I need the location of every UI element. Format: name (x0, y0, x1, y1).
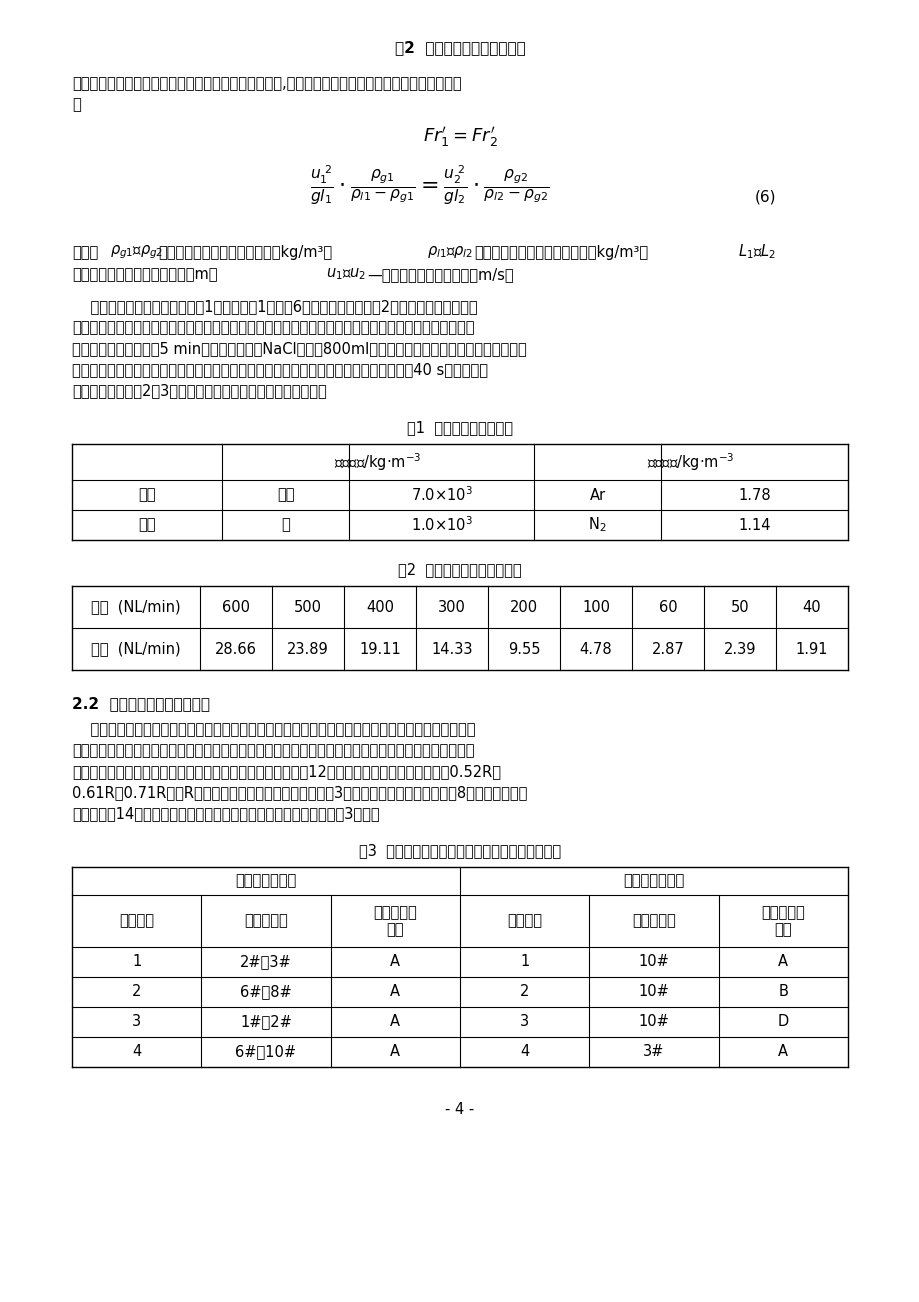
Text: - 4 -: - 4 - (445, 1101, 474, 1117)
Text: 的测定，是采用两个探头固定在钢包内壁上不同高度。每个透气砖的底吹流量分别采用流量计控制。测定: 的测定，是采用两个探头固定在钢包内壁上不同高度。每个透气砖的底吹流量分别采用流量… (72, 320, 474, 335)
Text: 10#: 10# (638, 984, 669, 1000)
Text: 钢水: 钢水 (277, 487, 294, 503)
Text: B: B (777, 984, 788, 1000)
Text: 3: 3 (519, 1014, 528, 1030)
Text: 600: 600 (221, 599, 250, 615)
Text: $L_1$、$L_2$: $L_1$、$L_2$ (737, 242, 775, 262)
Text: 引起钢包内流体流动的动力主要是底吹气体上升时浮力,因此采用修正弗鲁德准数作为主要相似准数。: 引起钢包内流体流动的动力主要是底吹气体上升时浮力,因此采用修正弗鲁德准数作为主要… (72, 76, 461, 91)
Text: 100: 100 (582, 599, 609, 615)
Text: 3: 3 (132, 1014, 142, 1030)
Text: 原型: 原型 (138, 487, 155, 503)
Text: $\frac{u_1^{\ 2}}{gl_1} \cdot \frac{\rho_{g1}}{\rho_{l1}-\rho_{g1}} = \frac{u_2^: $\frac{u_1^{\ 2}}{gl_1} \cdot \frac{\rho… (310, 163, 549, 207)
Text: 钢包双底透气砖: 钢包双底透气砖 (235, 874, 296, 888)
Text: 3#: 3# (642, 1044, 664, 1060)
Text: 合优化实验14组。透气砖在包底不同组合方案和示踪剂加入位置如表3所示。: 合优化实验14组。透气砖在包底不同组合方案和示踪剂加入位置如表3所示。 (72, 806, 380, 822)
Text: 4.78: 4.78 (579, 642, 612, 656)
Text: 6#、10#: 6#、10# (235, 1044, 296, 1060)
Text: 50: 50 (730, 599, 748, 615)
Text: A: A (777, 954, 788, 970)
Text: 表2  原型与模型底吹气体流量: 表2 原型与模型底吹气体流量 (398, 562, 521, 577)
Text: 2#、3#: 2#、3# (240, 954, 291, 970)
Text: 液体密度/kg·m$^{-3}$: 液体密度/kg·m$^{-3}$ (334, 452, 421, 473)
Text: 图2  物理模拟实验装置示意图: 图2 物理模拟实验装置示意图 (394, 40, 525, 55)
Text: 分别为模型与原型液体的密度，kg/m³；: 分别为模型与原型液体的密度，kg/m³； (473, 245, 647, 260)
Text: 10#: 10# (638, 954, 669, 970)
Text: 水: 水 (281, 517, 289, 533)
Text: 1.14: 1.14 (737, 517, 770, 533)
Text: N$_2$: N$_2$ (587, 516, 607, 534)
Text: 即: 即 (72, 98, 81, 112)
Text: 300: 300 (437, 599, 465, 615)
Text: 方案序号: 方案序号 (119, 914, 154, 928)
Text: 1: 1 (519, 954, 528, 970)
Text: Ar: Ar (589, 487, 605, 503)
Text: 7.0×10$^3$: 7.0×10$^3$ (410, 486, 472, 504)
Text: 2: 2 (131, 984, 142, 1000)
Text: A: A (390, 1014, 400, 1030)
Text: D: D (777, 1014, 789, 1030)
Text: $Fr_1'=Fr_2'$: $Fr_1'=Fr_2'$ (422, 125, 497, 148)
Text: 钢包单底透气转: 钢包单底透气转 (623, 874, 684, 888)
Text: 上述测定内容重复2～3次，采用平均值确定一组实验结果数据。: 上述测定内容重复2～3次，采用平均值确定一组实验结果数据。 (72, 383, 326, 398)
Text: 2.87: 2.87 (651, 642, 684, 656)
Text: 实验采用各种介质的物性如表1所示，由表1和式（6）计算模型流量如表2所示。钢包内混匀时间: 实验采用各种介质的物性如表1所示，由表1和式（6）计算模型流量如表2所示。钢包内… (72, 299, 477, 314)
Text: 分别为模型与原型气体的密度，kg/m³；: 分别为模型与原型气体的密度，kg/m³； (158, 245, 332, 260)
Text: 表1  模拟实验介质的物性: 表1 模拟实验介质的物性 (406, 421, 513, 435)
Text: 表3  钢包底透气砖分布及液面不同位置加入示踪剂: 表3 钢包底透气砖分布及液面不同位置加入示踪剂 (358, 842, 561, 858)
Text: 模型: 模型 (138, 517, 155, 533)
Text: A: A (390, 984, 400, 1000)
Text: 2: 2 (519, 984, 528, 1000)
Text: 4: 4 (519, 1044, 528, 1060)
Text: 400: 400 (366, 599, 393, 615)
Text: 喂线等操作工艺的需要。采用对比实验方法，在钢包底部设计12个透气砖位置，它们分别布置在0.52R、: 喂线等操作工艺的需要。采用对比实验方法，在钢包底部设计12个透气砖位置，它们分别… (72, 764, 501, 779)
Text: 1: 1 (132, 954, 142, 970)
Text: 19.11: 19.11 (358, 642, 401, 656)
Text: 模型  (NL/min): 模型 (NL/min) (91, 642, 181, 656)
Text: 40: 40 (801, 599, 821, 615)
Text: 23.89: 23.89 (287, 642, 328, 656)
Text: 4: 4 (132, 1044, 142, 1060)
Text: 1.0×10$^3$: 1.0×10$^3$ (410, 516, 472, 534)
Text: 200: 200 (509, 599, 538, 615)
Text: 目前国内钢厂钢包底吹透气砖绝大多数采用一个或者两个，容量大的采用两个，容量比较小的采用一: 目前国内钢厂钢包底吹透气砖绝大多数采用一个或者两个，容量大的采用两个，容量比较小… (72, 723, 475, 737)
Text: A: A (390, 954, 400, 970)
Text: 分别为模型与原型的特征尺寸，m；: 分别为模型与原型的特征尺寸，m； (72, 267, 217, 283)
Text: 0.61R、0.71R上（R为钢包底部半径），其分布位置如图3所示。其中单透气砖优化实验8组；双透气砖组: 0.61R、0.71R上（R为钢包底部半径），其分布位置如图3所示。其中单透气砖… (72, 785, 527, 799)
Text: 示踪剂加入
位置: 示踪剂加入 位置 (761, 905, 804, 937)
Text: 方案序号: 方案序号 (506, 914, 541, 928)
Text: 透气砖位置: 透气砖位置 (631, 914, 675, 928)
Text: 10#: 10# (638, 1014, 669, 1030)
Text: 2.39: 2.39 (723, 642, 755, 656)
Text: 个。采用两个或者一个透气砖的原则，主要是以钢包内钢液混匀时间短为依据，并且还要适应现场加料、: 个。采用两个或者一个透气砖的原则，主要是以钢包内钢液混匀时间短为依据，并且还要适… (72, 743, 474, 758)
Text: $\rho_{l1}$、$\rho_{l2}$: $\rho_{l1}$、$\rho_{l2}$ (426, 243, 472, 260)
Text: 500: 500 (294, 599, 322, 615)
Text: 60: 60 (658, 599, 676, 615)
Text: 前模型钢包内流动稳定5 min，然后采用饱和NaCl水溶液800ml的示踪剂，从钢包液面上一次加入，并同: 前模型钢包内流动稳定5 min，然后采用饱和NaCl水溶液800ml的示踪剂，从… (72, 341, 527, 355)
Text: (6): (6) (754, 189, 776, 204)
Text: A: A (390, 1044, 400, 1060)
Text: 9.55: 9.55 (507, 642, 539, 656)
Text: 示踪剂加入
位置: 示踪剂加入 位置 (373, 905, 416, 937)
Text: 14.33: 14.33 (431, 642, 472, 656)
Text: 6#、8#: 6#、8# (240, 984, 291, 1000)
Text: 1#、2#: 1#、2# (240, 1014, 291, 1030)
Text: $u_1$、$u_2$: $u_1$、$u_2$ (325, 266, 366, 281)
Text: 时计时。采用电导率仪和电导函数记录仪以及计算机记录，直至曲线出现平衡稳定后延续40 s左右停止。: 时计时。采用电导率仪和电导函数记录仪以及计算机记录，直至曲线出现平衡稳定后延续4… (72, 362, 487, 378)
Text: $\rho_{g1}$、$\rho_{g2}$: $\rho_{g1}$、$\rho_{g2}$ (110, 243, 163, 260)
Text: A: A (777, 1044, 788, 1060)
Text: —模型与原型的气体流速，m/s。: —模型与原型的气体流速，m/s。 (367, 267, 513, 283)
Text: 28.66: 28.66 (215, 642, 256, 656)
Text: 1.78: 1.78 (737, 487, 770, 503)
Text: 透气砖位置: 透气砖位置 (244, 914, 288, 928)
Text: 原型  (NL/min): 原型 (NL/min) (91, 599, 181, 615)
Text: 气体密度/kg·m$^{-3}$: 气体密度/kg·m$^{-3}$ (647, 452, 734, 473)
Text: 式中，: 式中， (72, 245, 98, 260)
Text: 1.91: 1.91 (795, 642, 827, 656)
Text: 2.2  钢包底吹透气砖布置方案: 2.2 钢包底吹透气砖布置方案 (72, 697, 210, 711)
